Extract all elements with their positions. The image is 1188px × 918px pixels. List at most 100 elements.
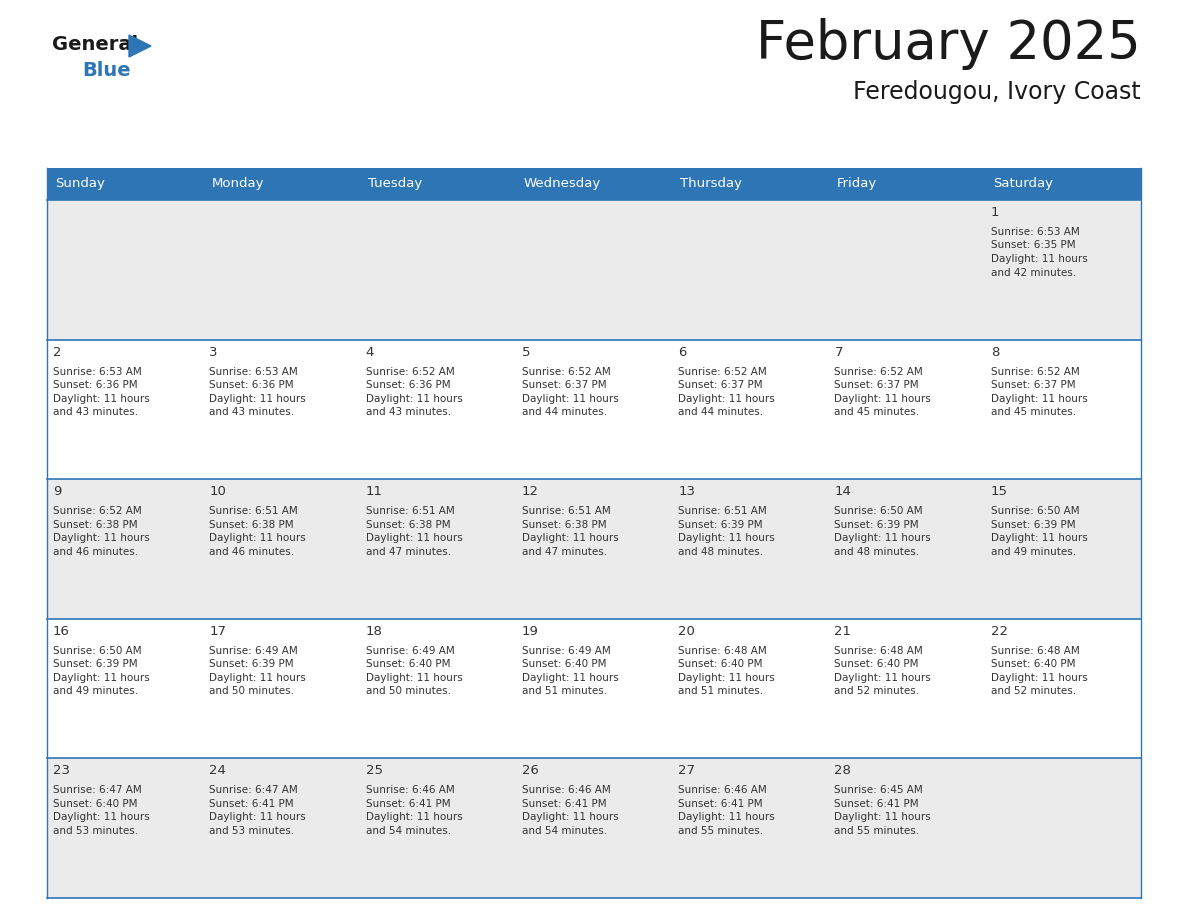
Bar <box>48 200 203 340</box>
Text: Daylight: 11 hours: Daylight: 11 hours <box>366 812 462 823</box>
Text: Sunset: 6:39 PM: Sunset: 6:39 PM <box>991 520 1075 530</box>
Text: Daylight: 11 hours: Daylight: 11 hours <box>678 812 775 823</box>
Text: 15: 15 <box>991 486 1007 498</box>
Text: Sunrise: 6:52 AM: Sunrise: 6:52 AM <box>53 506 141 516</box>
Text: Daylight: 11 hours: Daylight: 11 hours <box>522 812 619 823</box>
Text: Sunset: 6:39 PM: Sunset: 6:39 PM <box>834 520 920 530</box>
Text: Sunrise: 6:53 AM: Sunrise: 6:53 AM <box>209 366 298 376</box>
Bar <box>828 168 985 200</box>
Text: 19: 19 <box>522 625 538 638</box>
Bar <box>360 200 516 340</box>
Bar <box>516 619 672 758</box>
Text: Sunrise: 6:48 AM: Sunrise: 6:48 AM <box>678 645 767 655</box>
Text: Sunset: 6:41 PM: Sunset: 6:41 PM <box>366 799 450 809</box>
Bar <box>360 340 516 479</box>
Text: Sunrise: 6:46 AM: Sunrise: 6:46 AM <box>366 786 454 795</box>
Bar <box>985 340 1140 479</box>
Text: Thursday: Thursday <box>681 177 742 191</box>
Text: and 43 minutes.: and 43 minutes. <box>53 407 138 417</box>
Text: Sunrise: 6:47 AM: Sunrise: 6:47 AM <box>53 786 141 795</box>
Bar <box>48 619 203 758</box>
Text: Sunrise: 6:52 AM: Sunrise: 6:52 AM <box>366 366 454 376</box>
Text: Sunrise: 6:46 AM: Sunrise: 6:46 AM <box>522 786 611 795</box>
Text: Sunrise: 6:50 AM: Sunrise: 6:50 AM <box>53 645 141 655</box>
Text: Daylight: 11 hours: Daylight: 11 hours <box>366 533 462 543</box>
Text: Daylight: 11 hours: Daylight: 11 hours <box>834 673 931 683</box>
Text: Sunrise: 6:52 AM: Sunrise: 6:52 AM <box>991 366 1080 376</box>
Text: and 50 minutes.: and 50 minutes. <box>209 687 295 696</box>
Bar <box>672 168 828 200</box>
Text: and 53 minutes.: and 53 minutes. <box>53 826 138 836</box>
Text: Sunrise: 6:51 AM: Sunrise: 6:51 AM <box>678 506 767 516</box>
Bar <box>48 758 203 898</box>
Text: Sunrise: 6:51 AM: Sunrise: 6:51 AM <box>522 506 611 516</box>
Text: Daylight: 11 hours: Daylight: 11 hours <box>53 533 150 543</box>
Text: 3: 3 <box>209 345 217 359</box>
Text: and 46 minutes.: and 46 minutes. <box>53 547 138 556</box>
Text: 27: 27 <box>678 765 695 778</box>
Text: 12: 12 <box>522 486 539 498</box>
Text: Daylight: 11 hours: Daylight: 11 hours <box>522 394 619 404</box>
Text: Sunset: 6:38 PM: Sunset: 6:38 PM <box>209 520 293 530</box>
Text: Sunrise: 6:51 AM: Sunrise: 6:51 AM <box>366 506 454 516</box>
Bar <box>672 758 828 898</box>
Text: Sunset: 6:35 PM: Sunset: 6:35 PM <box>991 241 1075 251</box>
Text: Daylight: 11 hours: Daylight: 11 hours <box>53 812 150 823</box>
Bar <box>203 168 360 200</box>
Text: Tuesday: Tuesday <box>367 177 422 191</box>
Text: Daylight: 11 hours: Daylight: 11 hours <box>991 394 1087 404</box>
Text: Sunrise: 6:51 AM: Sunrise: 6:51 AM <box>209 506 298 516</box>
Text: Daylight: 11 hours: Daylight: 11 hours <box>522 673 619 683</box>
Bar <box>360 758 516 898</box>
Text: Sunset: 6:37 PM: Sunset: 6:37 PM <box>834 380 920 390</box>
Text: and 50 minutes.: and 50 minutes. <box>366 687 450 696</box>
Text: Daylight: 11 hours: Daylight: 11 hours <box>834 394 931 404</box>
Text: 1: 1 <box>991 206 999 219</box>
Text: Daylight: 11 hours: Daylight: 11 hours <box>678 394 775 404</box>
Text: 21: 21 <box>834 625 852 638</box>
Bar <box>985 619 1140 758</box>
Bar <box>985 200 1140 340</box>
Bar <box>360 619 516 758</box>
Bar <box>985 168 1140 200</box>
Text: 16: 16 <box>53 625 70 638</box>
Bar <box>516 168 672 200</box>
Bar <box>516 758 672 898</box>
Text: and 52 minutes.: and 52 minutes. <box>991 687 1076 696</box>
Text: 7: 7 <box>834 345 843 359</box>
Bar <box>828 479 985 619</box>
Text: Sunrise: 6:52 AM: Sunrise: 6:52 AM <box>522 366 611 376</box>
Text: 17: 17 <box>209 625 226 638</box>
Text: Sunrise: 6:47 AM: Sunrise: 6:47 AM <box>209 786 298 795</box>
Text: Sunrise: 6:46 AM: Sunrise: 6:46 AM <box>678 786 767 795</box>
Bar <box>360 479 516 619</box>
Text: General: General <box>52 35 138 54</box>
Text: Daylight: 11 hours: Daylight: 11 hours <box>53 394 150 404</box>
Bar <box>672 200 828 340</box>
Text: Sunrise: 6:52 AM: Sunrise: 6:52 AM <box>834 366 923 376</box>
Text: Sunrise: 6:49 AM: Sunrise: 6:49 AM <box>209 645 298 655</box>
Text: Daylight: 11 hours: Daylight: 11 hours <box>991 254 1087 264</box>
Text: Sunset: 6:40 PM: Sunset: 6:40 PM <box>366 659 450 669</box>
Text: and 43 minutes.: and 43 minutes. <box>366 407 450 417</box>
Text: Blue: Blue <box>82 61 131 80</box>
Text: Sunday: Sunday <box>55 177 105 191</box>
Text: Daylight: 11 hours: Daylight: 11 hours <box>522 533 619 543</box>
Text: Sunset: 6:36 PM: Sunset: 6:36 PM <box>53 380 138 390</box>
Text: Sunset: 6:36 PM: Sunset: 6:36 PM <box>209 380 293 390</box>
Text: 10: 10 <box>209 486 226 498</box>
Text: Sunrise: 6:49 AM: Sunrise: 6:49 AM <box>522 645 611 655</box>
Text: Sunset: 6:40 PM: Sunset: 6:40 PM <box>991 659 1075 669</box>
Text: 4: 4 <box>366 345 374 359</box>
Bar <box>48 168 203 200</box>
Text: Sunset: 6:41 PM: Sunset: 6:41 PM <box>678 799 763 809</box>
Text: and 54 minutes.: and 54 minutes. <box>522 826 607 836</box>
Text: 13: 13 <box>678 486 695 498</box>
Bar <box>828 758 985 898</box>
Bar <box>203 758 360 898</box>
Text: and 45 minutes.: and 45 minutes. <box>991 407 1076 417</box>
Text: and 54 minutes.: and 54 minutes. <box>366 826 450 836</box>
Text: and 51 minutes.: and 51 minutes. <box>678 687 763 696</box>
Text: Sunset: 6:40 PM: Sunset: 6:40 PM <box>522 659 606 669</box>
Text: Sunset: 6:38 PM: Sunset: 6:38 PM <box>366 520 450 530</box>
